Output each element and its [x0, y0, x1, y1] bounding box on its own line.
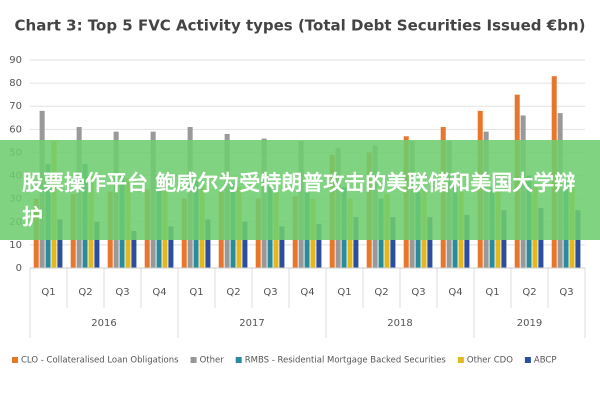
legend-label: CLO - Collateralised Loan Obligations [21, 356, 179, 366]
legend-swatch [457, 357, 464, 363]
x-tick-label: Q2 [78, 287, 92, 298]
x-tick-label: Q4 [152, 287, 166, 298]
x-tick-label: Q2 [522, 287, 536, 298]
bar [390, 217, 396, 268]
bar [279, 226, 285, 268]
x-tick-label: Q1 [189, 287, 203, 298]
group-label: 2018 [387, 318, 412, 329]
x-tick-label: Q2 [374, 287, 388, 298]
legend-label: ABCP [534, 356, 557, 366]
group-label: 2019 [517, 318, 542, 329]
x-tick-label: Q3 [263, 287, 277, 298]
overlay-banner: 股票操作平台 鲍威尔为受特朗普攻击的美联储和美国大学辩护 [0, 140, 600, 240]
x-tick-label: Q4 [448, 287, 462, 298]
legend-label: Other CDO [467, 356, 513, 366]
bar [464, 214, 470, 268]
y-tick-label: 0 [16, 263, 22, 274]
legend-swatch [235, 357, 242, 363]
x-tick-label: Q3 [115, 287, 129, 298]
bar [57, 219, 63, 268]
x-tick-label: Q2 [226, 287, 240, 298]
legend-swatch [12, 357, 18, 363]
x-tick-label: Q1 [485, 287, 499, 298]
bar [242, 221, 248, 268]
y-tick-label: 60 [9, 124, 22, 135]
y-tick-label: 10 [9, 240, 22, 251]
y-tick-label: 80 [9, 78, 22, 89]
y-tick-label: 70 [9, 101, 22, 112]
x-tick-label: Q4 [300, 287, 314, 298]
bar [131, 231, 137, 268]
y-tick-label: 90 [9, 55, 22, 66]
x-tick-label: Q1 [41, 287, 55, 298]
legend-label: RMBS - Residential Mortgage Backed Secur… [245, 356, 447, 366]
chart-title: Chart 3: Top 5 FVC Activity types (Total… [15, 17, 586, 35]
group-label: 2017 [239, 318, 264, 329]
legend-swatch [190, 357, 197, 363]
legend-swatch [524, 357, 531, 363]
bar [353, 217, 359, 268]
x-tick-label: Q1 [337, 287, 351, 298]
group-label: 2016 [91, 318, 116, 329]
bar [427, 217, 433, 268]
bar [205, 219, 211, 268]
legend-label: Other [200, 356, 225, 366]
bar [168, 226, 174, 268]
bar [316, 224, 322, 268]
bar [94, 221, 100, 268]
x-tick-label: Q3 [411, 287, 425, 298]
x-tick-label: Q3 [559, 287, 573, 298]
